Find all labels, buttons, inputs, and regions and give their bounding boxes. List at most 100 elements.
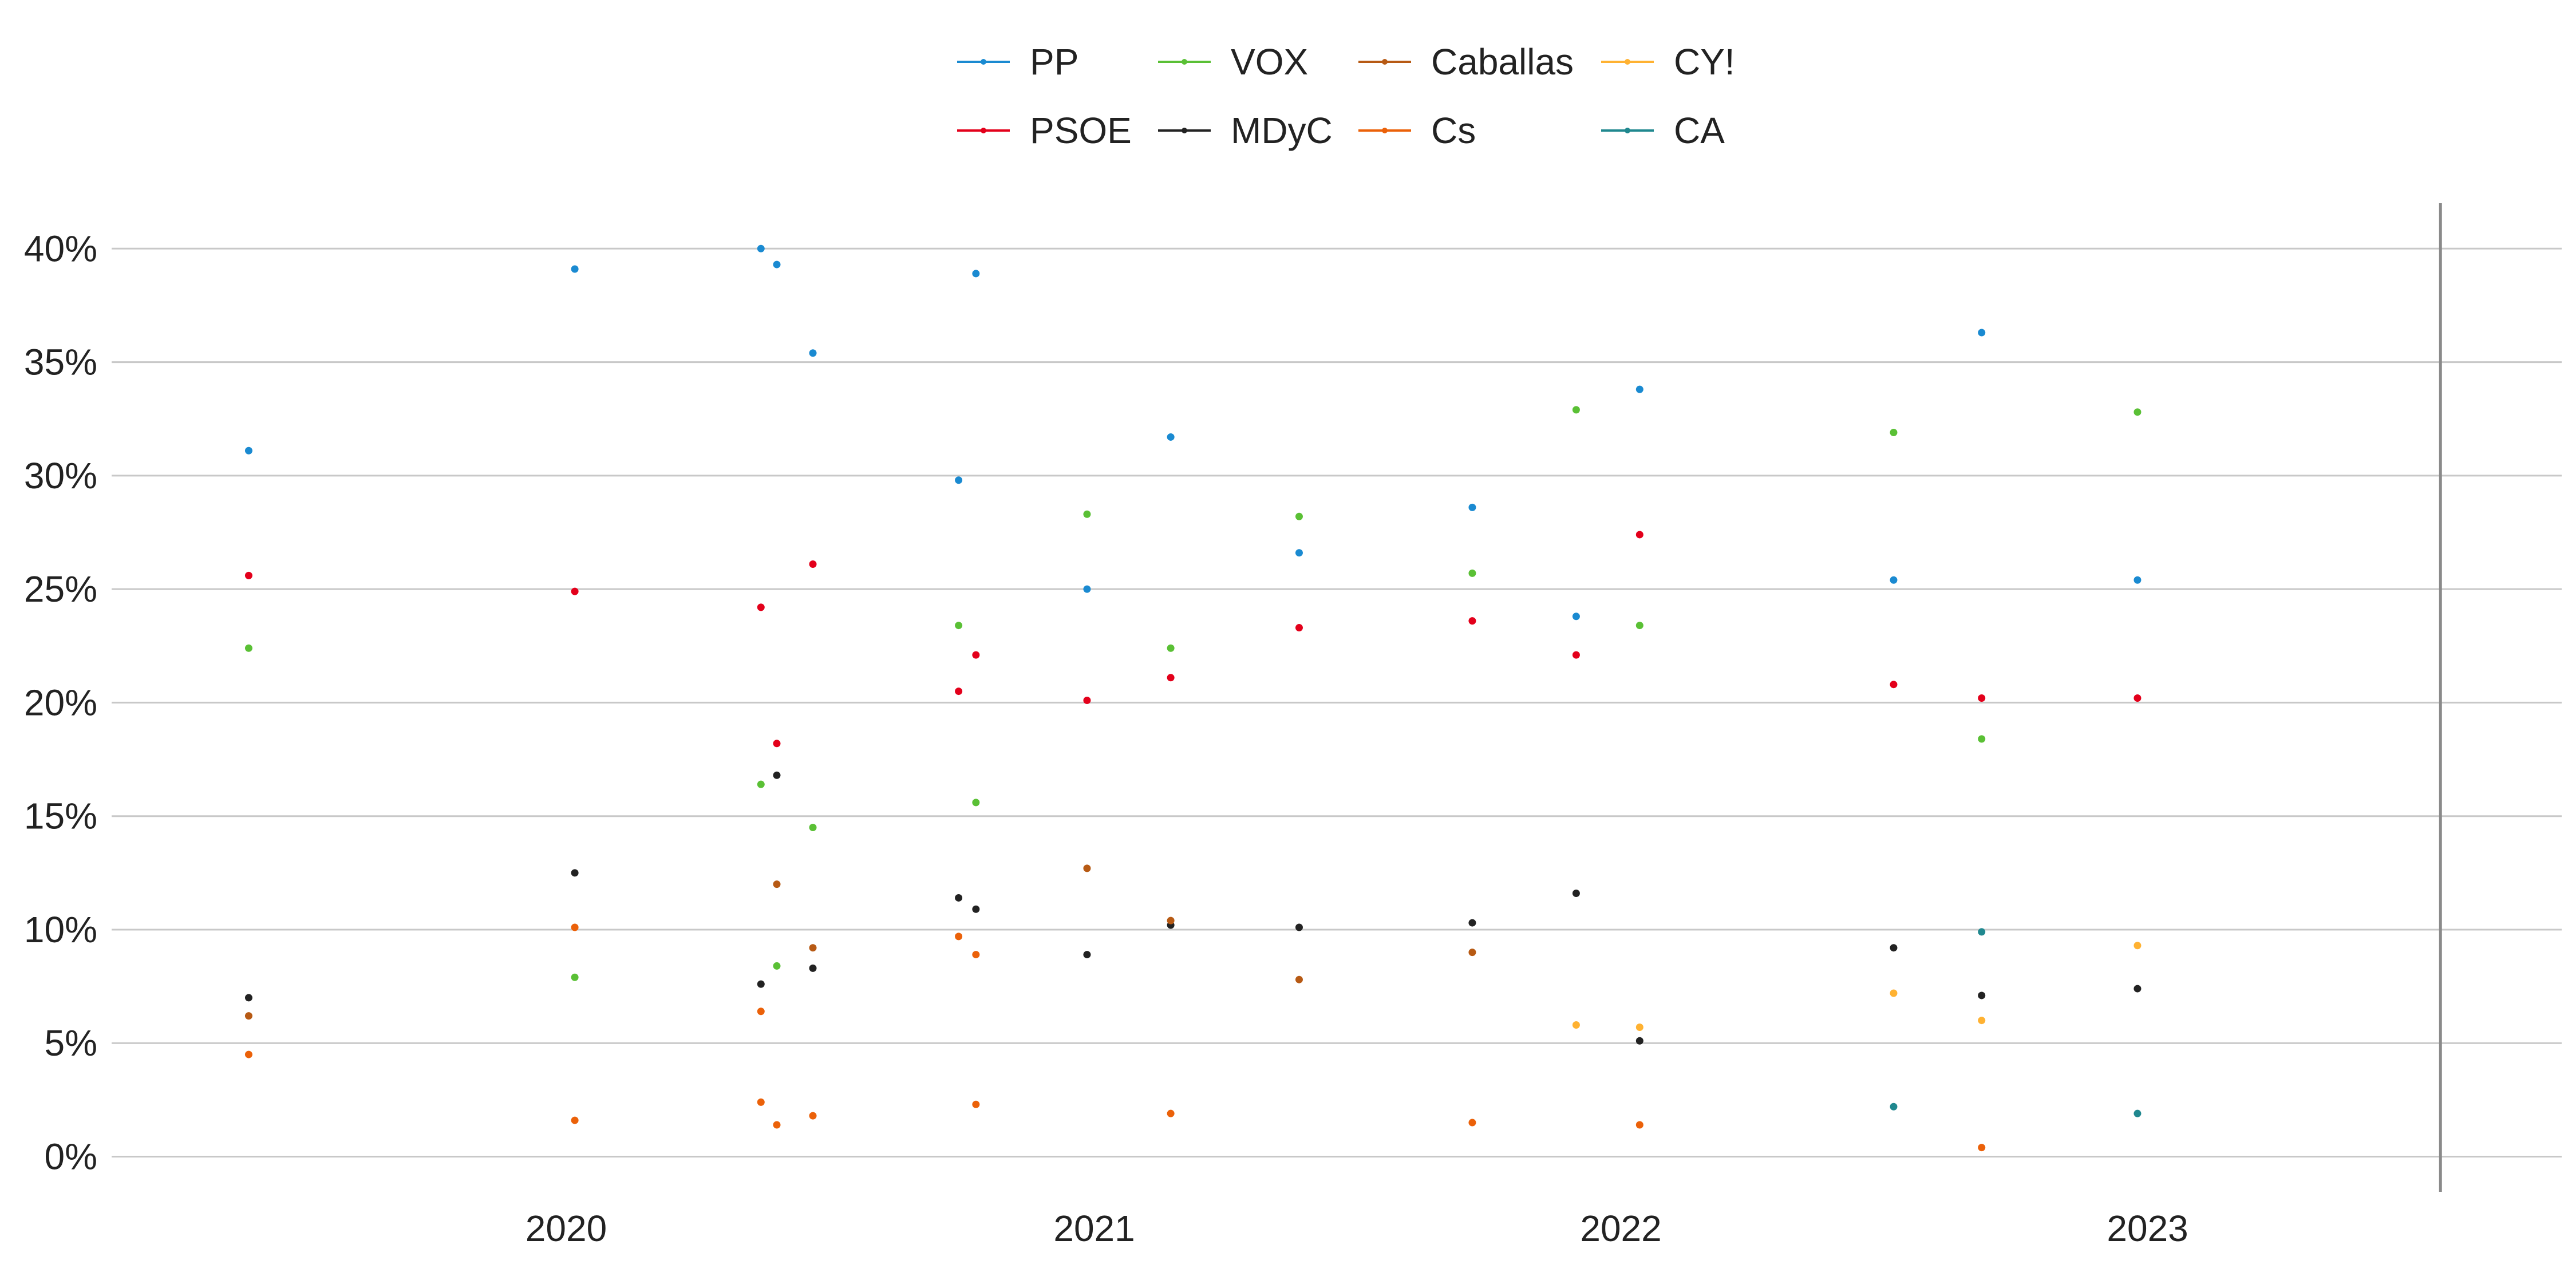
y-tick-label: 5% <box>45 1022 98 1064</box>
data-point <box>571 587 579 595</box>
data-point <box>244 644 252 652</box>
data-point <box>972 951 980 959</box>
data-point <box>1635 622 1643 630</box>
legend-item: PSOE <box>957 110 1132 151</box>
gridlines <box>112 247 2562 1158</box>
data-point <box>809 1112 817 1120</box>
data-point <box>1167 674 1175 682</box>
data-point <box>571 265 579 273</box>
data-point <box>1978 928 1986 936</box>
data-point <box>1890 576 1898 584</box>
legend-item: MDyC <box>1158 110 1333 151</box>
data-point <box>972 1100 980 1108</box>
x-tick-label: 2021 <box>1053 1208 1135 1249</box>
data-point <box>955 933 963 941</box>
y-tick-label: 35% <box>24 342 97 383</box>
legend-marker <box>1182 59 1187 65</box>
legend: PP PSOE VOX MDyC Caballas Cs CY! CA <box>957 41 1735 151</box>
x-tick-label: 2023 <box>2107 1208 2188 1249</box>
data-point <box>773 1121 781 1129</box>
y-axis-ticks: 40% 35% 30% 25% 20% 15% 10% 5% 0% <box>24 228 97 1177</box>
y-tick-label: 20% <box>24 682 97 723</box>
data-point <box>1635 385 1643 393</box>
data-point <box>955 622 963 630</box>
data-point <box>1978 329 1986 337</box>
legend-label: Cs <box>1431 110 1476 151</box>
data-point <box>757 1098 765 1106</box>
data-point <box>1572 890 1580 898</box>
data-point <box>1635 531 1643 539</box>
data-point <box>972 270 980 278</box>
data-point <box>1978 694 1986 702</box>
data-point <box>1572 406 1580 414</box>
data-point <box>244 1012 252 1020</box>
data-point <box>1468 919 1476 927</box>
data-point <box>972 651 980 659</box>
data-point <box>955 894 963 902</box>
data-point <box>809 944 817 952</box>
data-point <box>2134 985 2142 993</box>
legend-marker <box>1625 59 1630 65</box>
data-point <box>809 560 817 568</box>
data-point <box>1468 569 1476 577</box>
data-point <box>1083 951 1091 959</box>
legend-label: CA <box>1674 110 1725 151</box>
data-point <box>757 244 765 252</box>
data-point <box>1167 1109 1175 1117</box>
data-point <box>1167 916 1175 924</box>
data-point <box>1978 735 1986 743</box>
data-point <box>1295 975 1303 983</box>
data-point <box>757 780 765 788</box>
x-tick-label: 2020 <box>526 1208 607 1249</box>
data-point <box>571 973 579 981</box>
data-point <box>1978 991 1986 999</box>
data-point <box>571 869 579 877</box>
data-point <box>773 880 781 888</box>
data-point <box>955 688 963 696</box>
data-point <box>1295 624 1303 632</box>
data-point <box>2134 408 2142 416</box>
data-point <box>1890 989 1898 997</box>
y-tick-label: 30% <box>24 455 97 496</box>
series-psoe <box>244 531 2142 748</box>
data-point <box>773 740 781 748</box>
legend-marker <box>1382 59 1388 65</box>
legend-marker <box>981 59 986 65</box>
legend-item: Caballas <box>1358 41 1574 82</box>
legend-label: MDyC <box>1231 110 1333 151</box>
data-point <box>2134 942 2142 950</box>
data-point <box>2134 576 2142 584</box>
y-tick-label: 40% <box>24 228 97 269</box>
series-pp <box>244 244 2142 621</box>
data-point <box>244 1050 252 1058</box>
data-point <box>1572 1021 1580 1029</box>
data-point <box>1572 613 1580 621</box>
legend-label: PP <box>1030 41 1078 82</box>
y-tick-label: 10% <box>24 909 97 950</box>
series-cs <box>244 923 1986 1152</box>
data-point <box>773 771 781 779</box>
data-point <box>1083 864 1091 872</box>
legend-marker <box>981 128 986 133</box>
data-points <box>244 244 2142 1152</box>
data-point <box>1890 429 1898 437</box>
legend-marker <box>1382 128 1388 133</box>
data-point <box>1890 1103 1898 1111</box>
data-point <box>809 349 817 357</box>
data-point <box>1468 617 1476 625</box>
data-point <box>972 799 980 807</box>
data-point <box>809 964 817 972</box>
data-point <box>757 980 765 988</box>
legend-label: Caballas <box>1431 41 1574 82</box>
series-caballas <box>244 864 1476 1020</box>
data-point <box>1468 949 1476 957</box>
data-point <box>1468 503 1476 511</box>
x-axis-ticks: 2020 2021 2022 2023 <box>526 1208 2188 1249</box>
x-tick-label: 2022 <box>1580 1208 1661 1249</box>
series-mdyc <box>244 771 2142 1045</box>
data-point <box>1295 512 1303 520</box>
series-vox <box>244 406 2142 981</box>
data-point <box>1572 651 1580 659</box>
y-tick-label: 25% <box>24 568 97 610</box>
